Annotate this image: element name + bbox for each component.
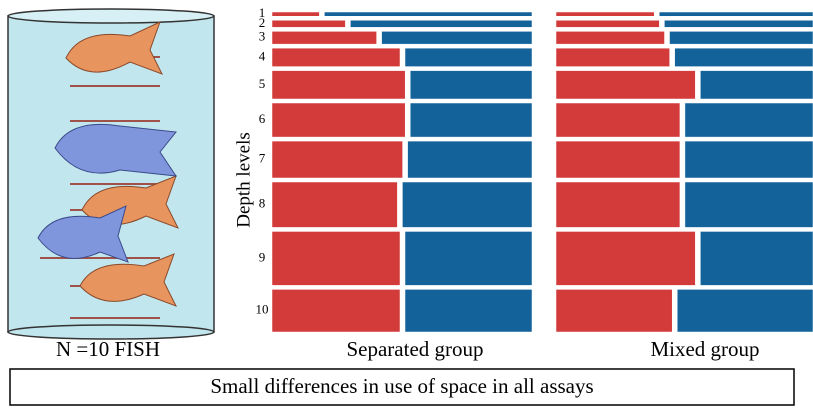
blue-segment xyxy=(659,12,813,16)
red-segment xyxy=(272,31,377,44)
blue-segment xyxy=(382,31,532,44)
blue-segment xyxy=(410,103,532,137)
illustration-caption: N =10 FISH xyxy=(56,337,160,361)
red-segment xyxy=(272,231,400,285)
red-segment xyxy=(556,103,680,137)
blue-segment xyxy=(675,48,813,66)
group-label: Separated group xyxy=(346,337,483,361)
red-segment xyxy=(556,20,659,27)
depth-level-label: 2 xyxy=(259,15,266,30)
blue-segment xyxy=(350,20,532,27)
depth-level-label: 9 xyxy=(259,249,266,264)
red-segment xyxy=(556,182,680,227)
red-segment xyxy=(556,12,654,16)
blue-segment xyxy=(405,48,532,66)
tank-illustration xyxy=(8,9,214,339)
blue-segment xyxy=(664,20,813,27)
red-segment xyxy=(272,71,405,99)
blue-segment xyxy=(685,182,813,227)
blue-segment xyxy=(685,103,813,137)
red-segment xyxy=(272,103,405,137)
red-segment xyxy=(556,141,680,178)
red-segment xyxy=(556,231,695,285)
blue-segment xyxy=(677,289,813,332)
red-segment xyxy=(556,71,695,99)
blue-segment xyxy=(405,231,532,285)
page: {"illustration": {"caption": "N =10 FISH… xyxy=(0,0,813,409)
blue-segment xyxy=(405,289,532,332)
depth-level-label: 5 xyxy=(259,76,266,91)
red-segment xyxy=(272,48,400,66)
depth-level-label: 10 xyxy=(256,302,269,317)
red-segment xyxy=(272,182,397,227)
depth-level-label: 6 xyxy=(259,111,266,126)
red-segment xyxy=(272,141,403,178)
group-label: Mixed group xyxy=(650,337,759,361)
blue-segment xyxy=(700,231,813,285)
red-segment xyxy=(272,20,345,27)
depth-level-label: 8 xyxy=(259,196,266,211)
blue-segment xyxy=(408,141,532,178)
depth-level-label: 4 xyxy=(259,48,266,63)
red-segment xyxy=(272,289,400,332)
red-segment xyxy=(556,31,665,44)
red-segment xyxy=(556,48,670,66)
blue-segment xyxy=(685,141,813,178)
depth-level-label: 7 xyxy=(259,151,266,166)
red-segment xyxy=(556,289,672,332)
footer-text: Small differences in use of space in all… xyxy=(210,374,593,398)
figure: N =10 FISH Depth levels 12345678910Separ… xyxy=(0,0,813,409)
blue-segment xyxy=(700,71,813,99)
blue-segment xyxy=(402,182,532,227)
red-segment xyxy=(272,12,319,16)
depth-level-label: 3 xyxy=(259,29,266,44)
blue-segment xyxy=(324,12,532,16)
blue-segment xyxy=(670,31,813,44)
blue-segment xyxy=(410,71,532,99)
y-axis-label: Depth levels xyxy=(233,132,254,228)
